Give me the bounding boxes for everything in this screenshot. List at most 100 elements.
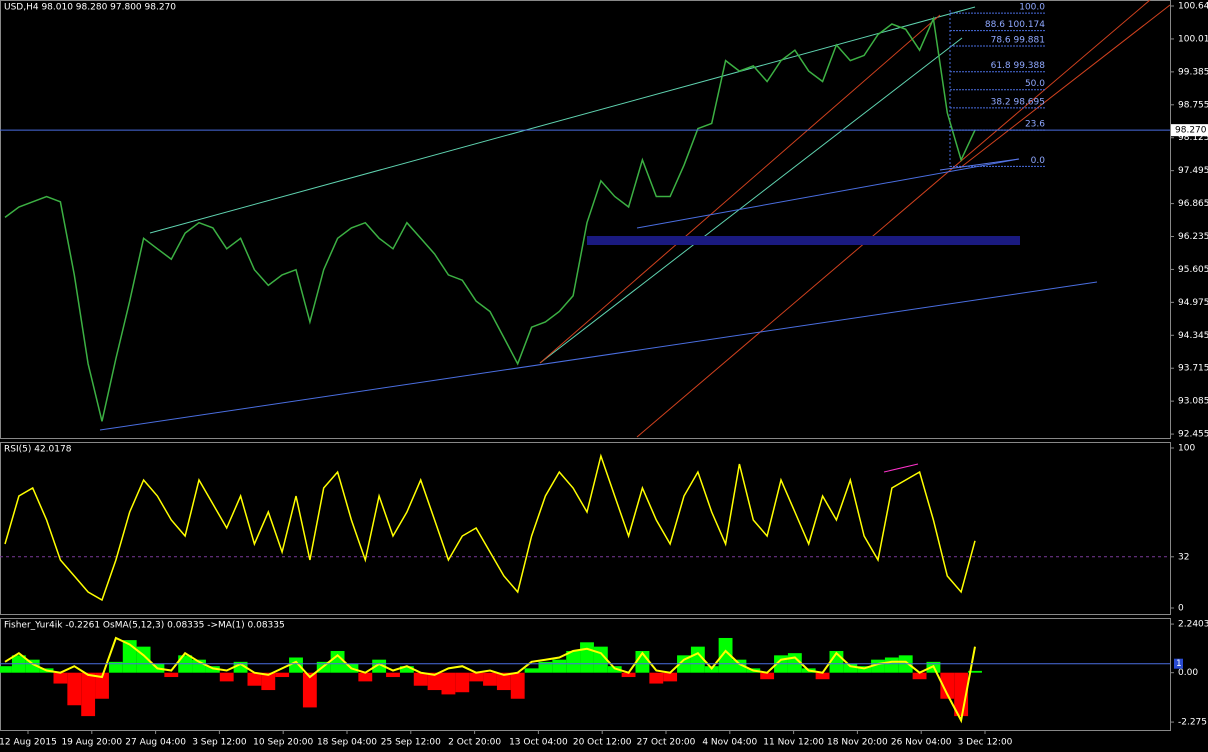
y-tick-label: 100	[1178, 444, 1195, 454]
support-line	[636, 158, 1020, 229]
rsi-panel-frame	[0, 442, 1171, 615]
fib-label: 78.6 99.881	[991, 35, 1045, 45]
osma-bar	[219, 672, 234, 682]
osma-bar	[843, 664, 858, 673]
x-tick-label: 27 Aug 04:00	[125, 738, 186, 748]
fib-label: 100.0	[1019, 3, 1045, 13]
osma-bar	[233, 661, 248, 673]
osma-bar	[912, 672, 927, 680]
osma-bar	[67, 672, 82, 706]
y-tick-label: 94.345	[1178, 331, 1208, 341]
osma-bar	[413, 672, 428, 686]
osma-bar	[108, 661, 123, 673]
osma-bar	[0, 666, 12, 673]
y-tick-label: 98.755	[1178, 100, 1208, 110]
y-tick-label: 98.125	[1178, 133, 1208, 143]
osma-bar	[386, 672, 400, 678]
y-tick-label: 92.455	[1178, 430, 1208, 440]
osma-bar	[538, 661, 553, 673]
y-tick-label: -2.275	[1178, 718, 1207, 728]
x-tick-label: 12 Aug 2015	[0, 738, 57, 748]
osma-bar	[469, 672, 484, 682]
trend-lines	[99, 0, 1171, 473]
x-tick-label: 2 Oct 20:00	[448, 738, 501, 748]
osma-bar	[815, 672, 830, 680]
osma-bar	[289, 657, 303, 673]
osma-bar	[760, 672, 775, 680]
osma-bar	[81, 672, 96, 717]
osma-bar	[732, 659, 747, 673]
osma-bar	[330, 650, 345, 673]
x-tick-label: 26 Nov 04:00	[891, 738, 952, 748]
support-line	[939, 158, 1020, 171]
osma-bar	[510, 672, 525, 699]
y-tick-label: 96.865	[1178, 199, 1208, 209]
x-tick-label: 19 Aug 20:00	[61, 738, 122, 748]
marker-label: 1	[1176, 659, 1182, 669]
osma-bar	[164, 672, 179, 678]
marker-box	[1174, 658, 1183, 669]
osma-bar	[358, 672, 373, 682]
osma-bar	[940, 672, 955, 699]
y-tick-label: 95.605	[1178, 265, 1208, 275]
x-tick-label: 3 Dec 12:00	[958, 738, 1013, 748]
divergence-line	[883, 463, 919, 473]
x-tick-label: 18 Sep 04:00	[317, 738, 377, 748]
osma-bar	[649, 672, 664, 684]
osma-bar	[566, 650, 581, 673]
osma-bar	[399, 666, 414, 673]
osma-bar	[205, 666, 220, 673]
x-tick-label: 3 Sep 12:00	[192, 738, 247, 748]
fisher-line	[4, 636, 976, 724]
osma-bar	[247, 672, 262, 686]
y-tick-label: 100.015	[1178, 34, 1208, 44]
osma-bar	[524, 668, 539, 673]
osma-bar	[690, 646, 705, 673]
osma-bar	[302, 672, 317, 708]
osma-bar	[496, 672, 511, 691]
y-tick-label: 93.085	[1178, 397, 1208, 407]
osma-bar	[552, 659, 567, 673]
channel-line	[539, 37, 963, 364]
fib-label: 61.8 99.388	[991, 61, 1046, 71]
x-tick-label: 13 Oct 04:00	[509, 738, 568, 748]
main-panel-frame	[0, 0, 1171, 439]
osma-bar	[580, 642, 594, 673]
parallel-line	[636, 0, 1151, 438]
osma-bar	[621, 672, 636, 678]
x-tick-label: 20 Oct 12:00	[573, 738, 632, 748]
y-tick-label: 100.645	[1178, 2, 1208, 12]
panel-title: Fisher_Yur4ik -0.2261 OsMA(5,12,3) 0.083…	[4, 621, 285, 631]
osma-bar	[593, 646, 608, 673]
osma-bar	[275, 672, 290, 678]
y-tick-label: 2.2403	[1178, 620, 1208, 630]
osma-bar	[427, 672, 442, 691]
osma-bar	[441, 672, 456, 695]
y-tick-label: 94.975	[1178, 298, 1208, 308]
osma-bar	[884, 657, 899, 673]
parallel-line	[539, 14, 941, 364]
y-tick-label: 0	[1178, 604, 1184, 614]
y-tick-label: 93.715	[1178, 364, 1208, 374]
osma-bar	[857, 666, 872, 673]
osma-bar	[483, 672, 497, 686]
panel-title: RSI(5) 42.0178	[4, 445, 72, 455]
price-line	[4, 453, 976, 602]
osma-bar	[455, 672, 470, 693]
frame	[0, 0, 1171, 731]
parallel-line	[959, 4, 1171, 169]
fib-label: 23.6	[1025, 120, 1045, 130]
osma-bar	[261, 672, 276, 691]
x-tick-label: 25 Sep 12:00	[381, 738, 441, 748]
fib-label: 50.0	[1025, 79, 1045, 89]
x-tick-label: 18 Nov 20:00	[827, 738, 888, 748]
channel-line	[149, 6, 976, 234]
fib-label: 38.2 98.695	[991, 97, 1045, 107]
y-tick-label: 0.00	[1178, 668, 1198, 678]
osma-bar	[968, 670, 982, 673]
price-line	[4, 16, 976, 422]
y-tick-label: 99.385	[1178, 67, 1208, 77]
y-tick-label: 32	[1178, 552, 1189, 562]
